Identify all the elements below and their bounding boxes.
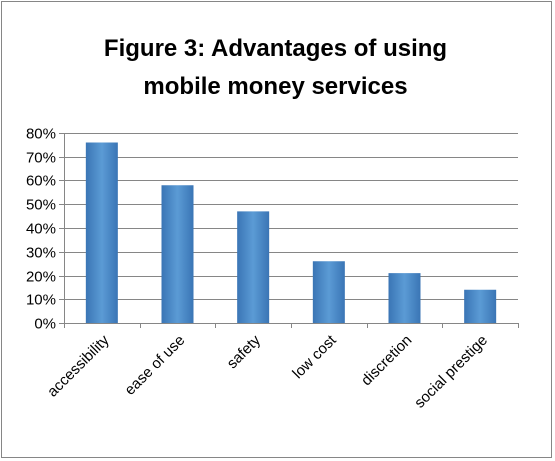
y-tick-label: 60%: [26, 173, 56, 190]
gridlines: [59, 133, 518, 324]
bar: [237, 211, 270, 323]
x-tick-label: accessibility: [44, 331, 113, 400]
y-tick-label: 70%: [26, 150, 56, 167]
chart-title: Figure 3: Advantages of using mobile mon…: [0, 30, 551, 106]
y-tick-label: 20%: [26, 269, 56, 286]
x-tick-label: discretion: [358, 332, 415, 389]
x-tick-label: low cost: [289, 331, 340, 382]
x-axis: accessibility ease of use safety low cost di…: [44, 323, 519, 412]
bar: [464, 289, 497, 323]
x-tick-label: social prestige: [411, 332, 491, 412]
y-tick-label: 80%: [26, 126, 56, 143]
bar: [312, 261, 345, 323]
y-tick-label: 30%: [26, 245, 56, 262]
bar: [85, 142, 118, 323]
bar: [161, 185, 194, 323]
bars: [85, 142, 497, 323]
x-tick-label: safety: [224, 331, 265, 372]
y-axis: 0% 10% 20% 30% 40% 50% 60% 70% 80%: [26, 126, 65, 333]
chart-title-line-1: Figure 3: Advantages of using: [103, 35, 448, 62]
bar: [388, 273, 421, 323]
y-tick-label: 10%: [26, 292, 56, 309]
y-tick-label: 40%: [26, 221, 56, 238]
chart-title-line-2: mobile money services: [143, 73, 408, 100]
x-tick-label: ease of use: [121, 332, 188, 399]
y-tick-label: 50%: [26, 197, 56, 214]
y-tick-label: 0%: [34, 316, 56, 333]
